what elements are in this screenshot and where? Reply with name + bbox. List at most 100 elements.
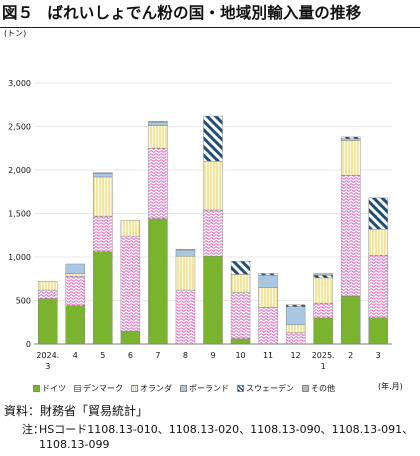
stacked-bar-chart: (トン) 0 500 1,000 1,500 2,000 2,500 3,000 2024. 3… — [4, 30, 392, 371]
footnote-label: 注： — [22, 423, 44, 436]
y-tick-label: 1,000 — [8, 253, 31, 262]
bar-segment — [120, 330, 141, 345]
bar-segment — [340, 175, 361, 297]
x-tick-label: 9 — [210, 351, 215, 360]
x-tick-label: 4 — [73, 351, 78, 360]
bar-segment — [340, 295, 361, 345]
bar-segment — [313, 275, 333, 279]
bar-segment — [38, 281, 58, 291]
x-axis: 2024.34 5 6 7 8 9 10 11 12 2025.12 3 — [36, 351, 380, 371]
x-tick-label: 12 — [291, 351, 301, 360]
bar-segment — [285, 332, 306, 345]
bar-segment — [340, 140, 361, 176]
bar-segment — [148, 218, 168, 345]
bar-segment — [368, 317, 388, 345]
chart-title: 図５ ばれいしょでん粉の国・地域別輸入量の推移 — [0, 0, 420, 26]
x-axis-unit: (年.月) — [378, 382, 403, 391]
bar-segment — [38, 298, 58, 345]
bar-segment — [258, 275, 278, 288]
bar-segment — [203, 255, 223, 345]
bar-segment — [313, 302, 333, 319]
legend-swatch — [131, 384, 138, 392]
figure-number: 図５ — [2, 4, 34, 22]
bar-segment — [368, 197, 388, 230]
bar-segment — [93, 176, 113, 217]
bar-segment — [340, 136, 361, 139]
bar-segment — [120, 235, 141, 332]
legend-item: スウェーデン — [237, 383, 294, 394]
legend-swatch — [33, 384, 40, 392]
y-axis-unit: (トン) — [4, 30, 26, 38]
bar-segment — [203, 209, 223, 257]
legend-item: ポーランド — [180, 383, 229, 394]
bar-segment — [93, 173, 113, 178]
legend-item: ドイツ — [33, 383, 66, 394]
legend-item: オランダ — [131, 383, 172, 394]
bar-segment — [38, 289, 58, 299]
legend: ドイツ デンマーク オランダ ポーランド スウェーデン その他 — [33, 381, 335, 395]
x-tick-label: 2 — [348, 351, 353, 360]
x-tick-label: 3 — [45, 362, 50, 371]
bar-segment — [285, 304, 306, 307]
bar-segment — [258, 273, 278, 276]
legend-label: デンマーク — [83, 383, 123, 393]
legend-label: スウェーデン — [246, 383, 294, 393]
bar-segment — [148, 125, 168, 149]
bar-segment — [368, 255, 388, 319]
bar-segment — [65, 263, 86, 274]
footnote-text: HSコード1108.13-010、1108.13-020、1108.13-090… — [39, 423, 414, 451]
bar-segment — [65, 275, 86, 306]
bar-segment — [285, 306, 306, 326]
bar-segment — [258, 287, 278, 308]
y-tick-label: 1,500 — [8, 210, 31, 219]
bar-segment — [175, 255, 196, 291]
bar-segment — [230, 261, 251, 275]
title-divider — [0, 27, 420, 28]
bar-segment — [120, 220, 141, 237]
bars-group — [38, 115, 388, 345]
y-tick-label: 3,000 — [8, 79, 31, 88]
bar-segment — [203, 161, 223, 211]
bar-segment — [175, 249, 196, 257]
legend-swatch — [302, 384, 309, 392]
legend-label: その他 — [311, 383, 335, 393]
figure-title-text: ばれいしょでん粉の国・地域別輸入量の推移 — [47, 4, 362, 22]
legend-item: その他 — [302, 383, 335, 394]
x-tick-label: 8 — [183, 351, 188, 360]
bar-segment — [230, 338, 251, 345]
bar-segment — [230, 292, 251, 339]
bar-segment — [175, 289, 196, 345]
legend-swatch — [180, 384, 187, 392]
bar-segment — [313, 277, 333, 304]
bar-segment — [313, 273, 333, 276]
y-tick-label: 0 — [26, 340, 31, 349]
x-tick-label: 11 — [263, 351, 273, 360]
bar-segment — [65, 273, 86, 277]
x-tick-label: 10 — [235, 351, 245, 360]
y-tick-label: 2,000 — [8, 166, 31, 175]
bar-segment — [148, 121, 168, 123]
x-tick-label: 6 — [128, 351, 133, 360]
bar-segment — [65, 305, 86, 345]
x-tick-label: 3 — [376, 351, 381, 360]
x-tick-label: 5 — [100, 351, 105, 360]
bar-segment — [93, 215, 113, 252]
x-tick-label: 7 — [155, 351, 160, 360]
bar-segment — [285, 324, 306, 333]
x-tick-label: 2025. — [312, 351, 335, 360]
bar-segment — [203, 115, 223, 162]
y-axis: (トン) 0 500 1,000 1,500 2,000 2,500 3,000 — [4, 30, 31, 349]
source-note: 資料：財務省「貿易統計」 — [4, 404, 149, 418]
x-tick-label: 1 — [321, 362, 326, 371]
bar-segment — [93, 251, 113, 345]
bar-segment — [368, 228, 388, 256]
y-tick-label: 500 — [16, 297, 31, 306]
legend-swatch — [74, 384, 81, 392]
bar-segment — [175, 248, 196, 251]
x-tick-label: 2024. — [36, 351, 59, 360]
legend-label: ポーランド — [189, 383, 229, 393]
bar-segment — [148, 148, 168, 219]
bar-segment — [93, 172, 113, 174]
bar-segment — [313, 317, 333, 345]
bar-segment — [148, 121, 168, 126]
